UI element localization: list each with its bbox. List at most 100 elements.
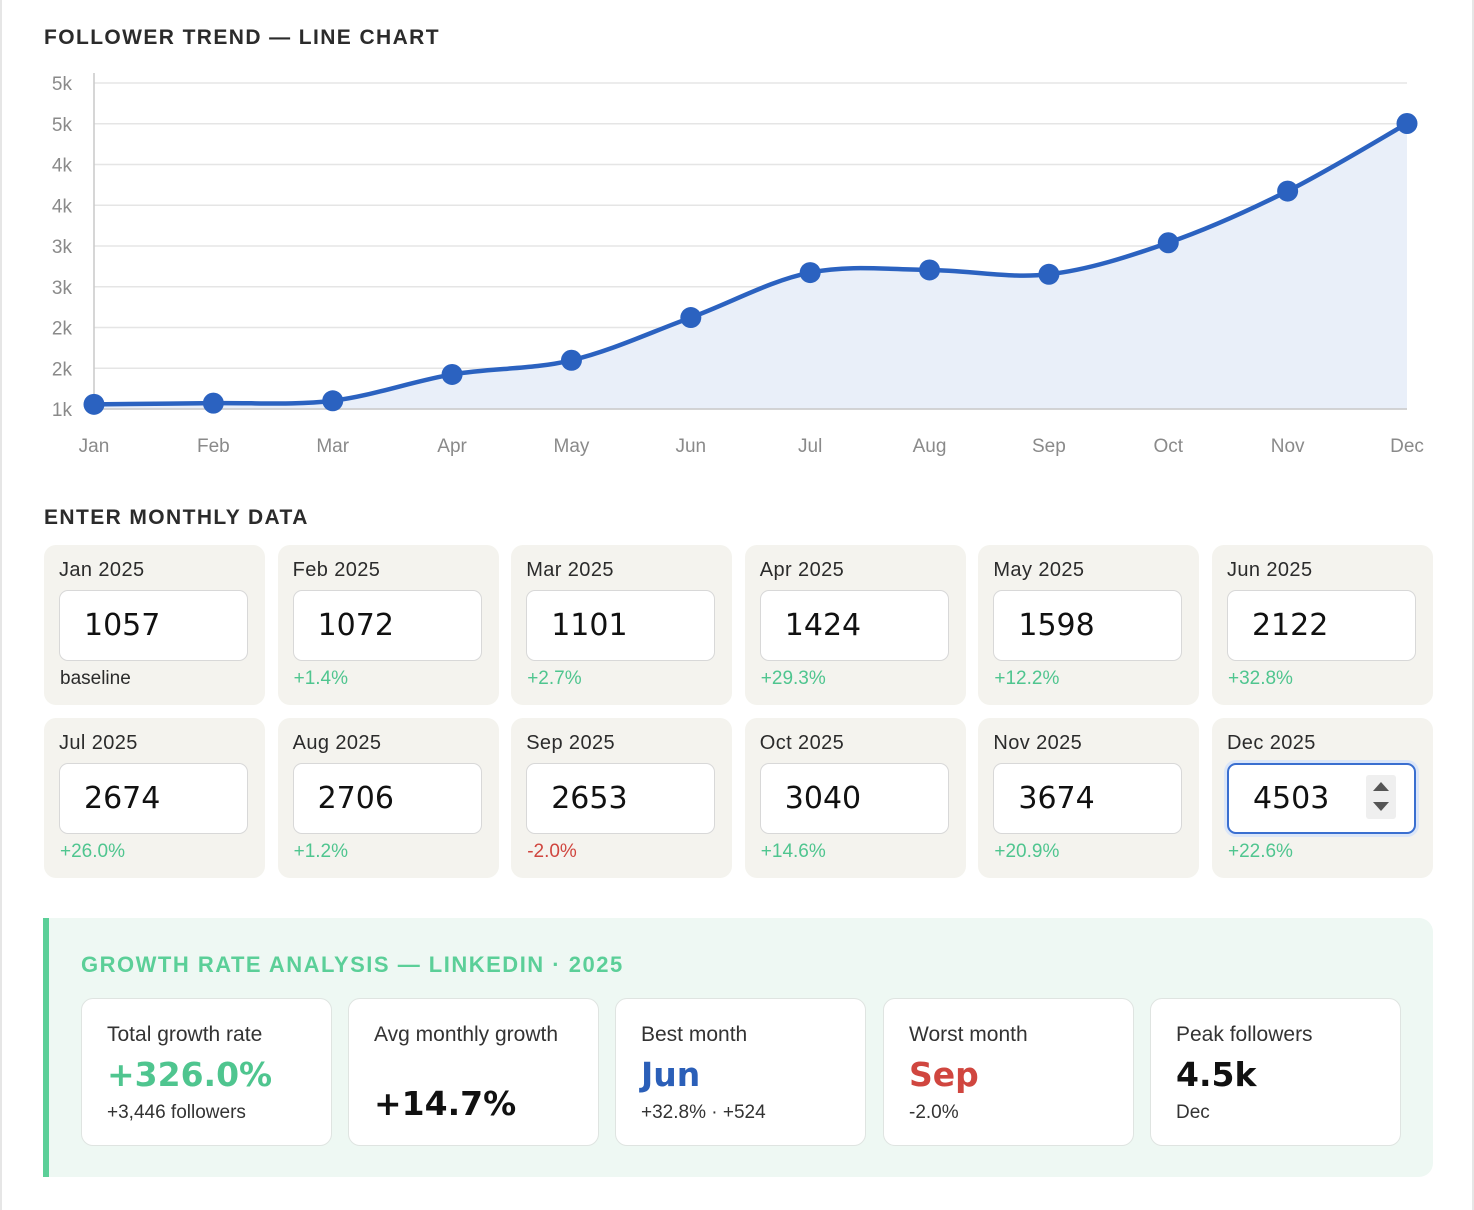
month-value-input[interactable] [1226, 590, 1416, 661]
stat-label: Peak followers [1176, 1023, 1313, 1046]
increment-arrow-icon[interactable] [1372, 782, 1389, 791]
stat-label: Total growth rate [107, 1023, 263, 1046]
monthly-data-grid: Jan 2025 baseline Feb 2025 +1.4% Mar 2025 +2.… [44, 545, 1433, 878]
stat-card-peak-followers: Peak followers 4.5k Dec [1150, 998, 1401, 1146]
y-tick-label: 2k [52, 319, 73, 340]
month-change-rate: +32.8% [1227, 668, 1293, 689]
x-tick-label: Apr [437, 436, 467, 457]
month-change-rate: +22.6% [1227, 841, 1293, 862]
month-value-input[interactable] [59, 763, 248, 834]
month-label: Mar 2025 [526, 559, 614, 581]
month-value-input[interactable] [1226, 763, 1416, 834]
month-change-rate: baseline [60, 668, 131, 689]
month-value-input[interactable] [993, 590, 1183, 661]
y-tick-label: 4k [52, 196, 73, 217]
y-tick-label: 3k [52, 237, 73, 258]
y-tick-label: 3k [52, 278, 73, 299]
stat-card-best-month: Best month Jun +32.8% · +524 [615, 998, 866, 1146]
month-input-wrap [1226, 763, 1416, 834]
x-tick-label: Feb [197, 436, 230, 457]
stat-sub: +3,446 followers [107, 1102, 246, 1123]
data-point [83, 393, 105, 415]
stat-card-total-growth: Total growth rate +326.0% +3,446 followe… [81, 998, 332, 1146]
month-card: Mar 2025 +2.7% [511, 545, 733, 705]
month-input-wrap [1226, 590, 1416, 661]
month-value-input[interactable] [759, 590, 949, 661]
month-value-input[interactable] [292, 590, 482, 661]
month-card: Nov 2025 +20.9% [978, 718, 1200, 878]
month-label: Oct 2025 [759, 732, 845, 754]
month-card: May 2025 +12.2% [978, 545, 1200, 705]
stat-value: Sep [909, 1055, 979, 1094]
stat-label: Avg monthly growth [374, 1023, 559, 1046]
month-input-wrap [292, 763, 482, 834]
month-change-rate: +20.9% [994, 841, 1060, 862]
month-input-wrap [526, 763, 716, 834]
stat-value: +14.7% [374, 1084, 517, 1123]
stat-card-worst-month: Worst month Sep -2.0% [883, 998, 1134, 1146]
month-label: Nov 2025 [993, 732, 1083, 754]
y-tick-label: 1k [52, 400, 73, 421]
x-tick-label: Mar [316, 436, 349, 457]
entry-section-title: ENTER MONTHLY DATA [44, 506, 309, 529]
stat-sub: -2.0% [909, 1102, 959, 1123]
stat-sub: Dec [1176, 1102, 1210, 1123]
month-input-wrap [526, 590, 716, 661]
y-tick-label: 2k [52, 359, 73, 380]
month-value-input[interactable] [759, 763, 949, 834]
month-change-rate: +2.7% [527, 668, 582, 689]
data-point [441, 363, 463, 385]
month-value-input[interactable] [59, 590, 248, 661]
month-label: Jan 2025 [59, 559, 145, 581]
number-spinner[interactable] [1365, 775, 1396, 819]
month-value-input[interactable] [292, 763, 482, 834]
month-input-wrap [759, 763, 949, 834]
month-change-rate: -2.0% [527, 841, 577, 862]
data-point [1038, 263, 1060, 285]
month-card: Feb 2025 +1.4% [277, 545, 499, 705]
x-tick-label: Jan [79, 436, 110, 457]
follower-line-chart: 1k 2k 2k 3k 3k 4k 4k 5k 5k Jan Feb Mar Apr May Jun Jul A… [52, 73, 1424, 457]
month-label: Jun 2025 [1226, 559, 1313, 581]
month-card: Apr 2025 +29.3% [744, 545, 966, 705]
month-label: Feb 2025 [292, 559, 381, 581]
month-card: Oct 2025 +14.6% [744, 718, 966, 878]
data-point [680, 307, 702, 329]
month-value-input[interactable] [526, 763, 716, 834]
month-card: Jun 2025 +32.8% [1211, 545, 1433, 705]
month-label: Apr 2025 [759, 559, 845, 581]
month-label: May 2025 [993, 559, 1085, 581]
chart-area-fill [94, 123, 1407, 410]
chart-title: FOLLOWER TREND — LINE CHART [44, 26, 440, 49]
month-card: Dec 2025 +22.6% [1211, 718, 1433, 878]
month-card: Sep 2025 -2.0% [511, 718, 733, 878]
data-point [919, 259, 941, 281]
month-change-rate: +1.4% [293, 668, 348, 689]
decrement-arrow-icon[interactable] [1372, 802, 1389, 811]
month-label: Jul 2025 [59, 732, 138, 754]
month-label: Sep 2025 [526, 732, 616, 754]
analysis-title: GROWTH RATE ANALYSIS — LINKEDIN · 2025 [81, 952, 624, 977]
data-point [1157, 232, 1179, 254]
x-tick-label: May [554, 436, 590, 457]
x-tick-label: Dec [1390, 436, 1424, 457]
frame-right-border [1472, 0, 1474, 1210]
x-tick-label: Oct [1153, 436, 1183, 457]
month-input-wrap [759, 590, 949, 661]
month-input-wrap [292, 590, 482, 661]
data-point [1277, 180, 1299, 202]
stat-value: Jun [641, 1055, 701, 1094]
x-tick-label: Sep [1032, 436, 1066, 457]
month-change-rate: +12.2% [994, 668, 1060, 689]
month-value-input[interactable] [526, 590, 716, 661]
month-card: Jan 2025 baseline [44, 545, 265, 705]
data-point [1396, 113, 1418, 135]
y-tick-label: 5k [52, 74, 73, 95]
month-change-rate: +1.2% [293, 841, 348, 862]
month-card: Aug 2025 +1.2% [277, 718, 499, 878]
month-input-wrap [993, 590, 1183, 661]
x-tick-label: Aug [913, 436, 947, 457]
data-point [322, 390, 344, 412]
month-value-input[interactable] [993, 763, 1183, 834]
x-tick-label: Jul [798, 436, 822, 457]
